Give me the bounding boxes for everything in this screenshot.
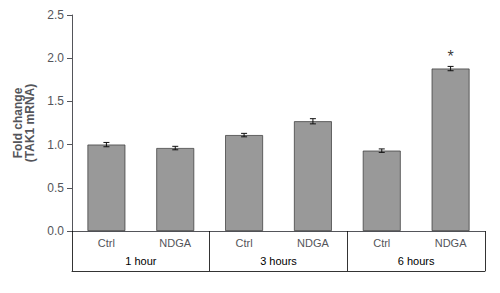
svg-text:NDGA: NDGA: [435, 237, 467, 249]
svg-text:3 hours: 3 hours: [260, 255, 297, 267]
svg-text:1.0: 1.0: [47, 138, 64, 152]
svg-text:0.0: 0.0: [47, 224, 64, 238]
svg-text:Ctrl: Ctrl: [373, 237, 390, 249]
svg-text:NDGA: NDGA: [159, 237, 191, 249]
svg-text:0.5: 0.5: [47, 181, 64, 195]
svg-text:Ctrl: Ctrl: [98, 237, 115, 249]
svg-text:(TAK1 mRNA): (TAK1 mRNA): [23, 84, 37, 162]
svg-text:NDGA: NDGA: [297, 237, 329, 249]
svg-text:2.0: 2.0: [47, 51, 64, 65]
svg-text:1 hour: 1 hour: [125, 255, 157, 267]
svg-text:2.5: 2.5: [47, 8, 64, 22]
svg-text:6 hours: 6 hours: [398, 255, 435, 267]
svg-text:*: *: [447, 48, 453, 65]
svg-text:Fold change: Fold change: [11, 87, 26, 159]
svg-text:Ctrl: Ctrl: [236, 237, 253, 249]
svg-text:1.5: 1.5: [47, 94, 64, 108]
